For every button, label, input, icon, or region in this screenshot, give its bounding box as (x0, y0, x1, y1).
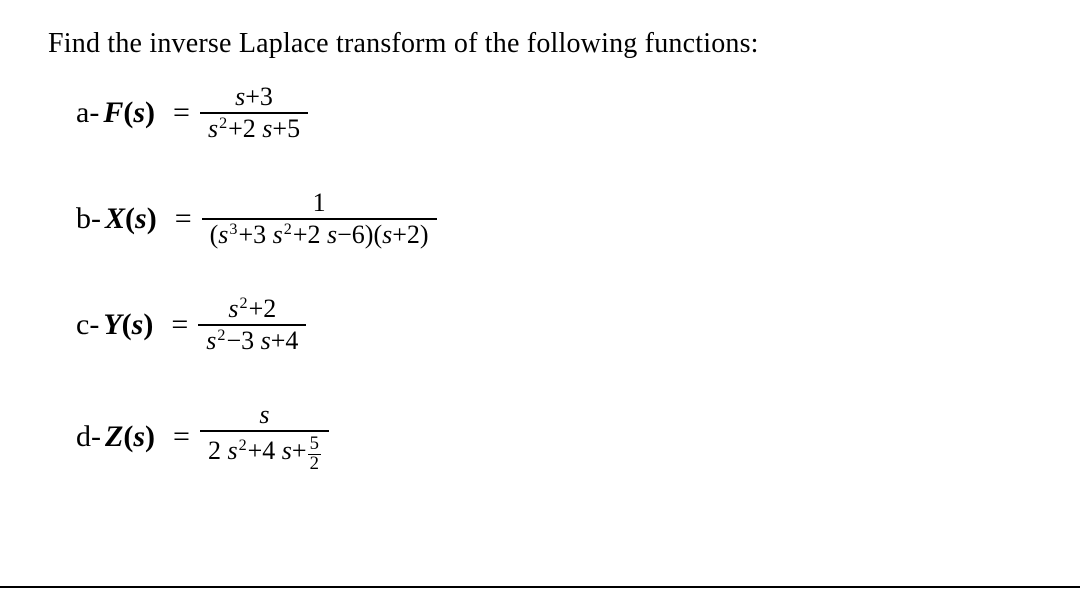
bottom-border (0, 586, 1080, 588)
arg-d: s (133, 422, 145, 452)
close-paren-a: ) (145, 98, 155, 128)
denominator-a: s2+2 s+5 (200, 114, 308, 144)
fraction-c: s2+2 s2−3 s+4 (198, 294, 306, 356)
equals-a: = (173, 98, 190, 128)
equation-c: c- Y ( s ) = s2+2 s2−3 s+4 (76, 294, 1032, 356)
label-d: d- (76, 422, 101, 452)
lhs-d: d- Z ( s ) (76, 422, 155, 452)
open-paren-c: ( (122, 310, 132, 340)
fn-b: X (105, 204, 125, 234)
arg-c: s (132, 310, 144, 340)
fn-a: F (103, 98, 123, 128)
arg-a: s (133, 98, 145, 128)
equals-b: = (175, 204, 192, 234)
open-paren-b: ( (125, 204, 135, 234)
numerator-a: s+3 (227, 82, 281, 112)
numerator-b: 1 (305, 188, 334, 218)
equals-c: = (171, 310, 188, 340)
lhs-b: b- X ( s ) (76, 204, 157, 234)
open-paren-a: ( (123, 98, 133, 128)
page: Find the inverse Laplace transform of th… (0, 0, 1080, 504)
equals-d: = (173, 422, 190, 452)
fn-c: Y (103, 310, 121, 340)
fraction-b: 1 (s3+3 s2+2 s−6)(s+2) (202, 188, 437, 250)
lhs-a: a- F ( s ) (76, 98, 155, 128)
denominator-c: s2−3 s+4 (198, 326, 306, 356)
open-paren-d: ( (123, 422, 133, 452)
numerator-d: s (251, 400, 277, 430)
fraction-d: s 2 s2+4 s+52 (200, 400, 329, 474)
equation-d: d- Z ( s ) = s 2 s2+4 s+52 (76, 400, 1032, 474)
close-paren-c: ) (143, 310, 153, 340)
denominator-d: 2 s2+4 s+52 (200, 432, 329, 474)
close-paren-d: ) (145, 422, 155, 452)
numerator-c: s2+2 (220, 294, 284, 324)
arg-b: s (135, 204, 147, 234)
lhs-c: c- Y ( s ) (76, 310, 153, 340)
denominator-b: (s3+3 s2+2 s−6)(s+2) (202, 220, 437, 250)
label-c: c- (76, 310, 99, 340)
equation-a: a- F ( s ) = s+3 s2+2 s+5 (76, 82, 1032, 144)
fraction-a: s+3 s2+2 s+5 (200, 82, 308, 144)
close-paren-b: ) (147, 204, 157, 234)
label-a: a- (76, 98, 99, 128)
prompt-text: Find the inverse Laplace transform of th… (48, 28, 1032, 60)
label-b: b- (76, 204, 101, 234)
equation-b: b- X ( s ) = 1 (s3+3 s2+2 s−6)(s+2) (76, 188, 1032, 250)
mini-fraction-d: 52 (308, 435, 321, 473)
fn-d: Z (105, 422, 123, 452)
